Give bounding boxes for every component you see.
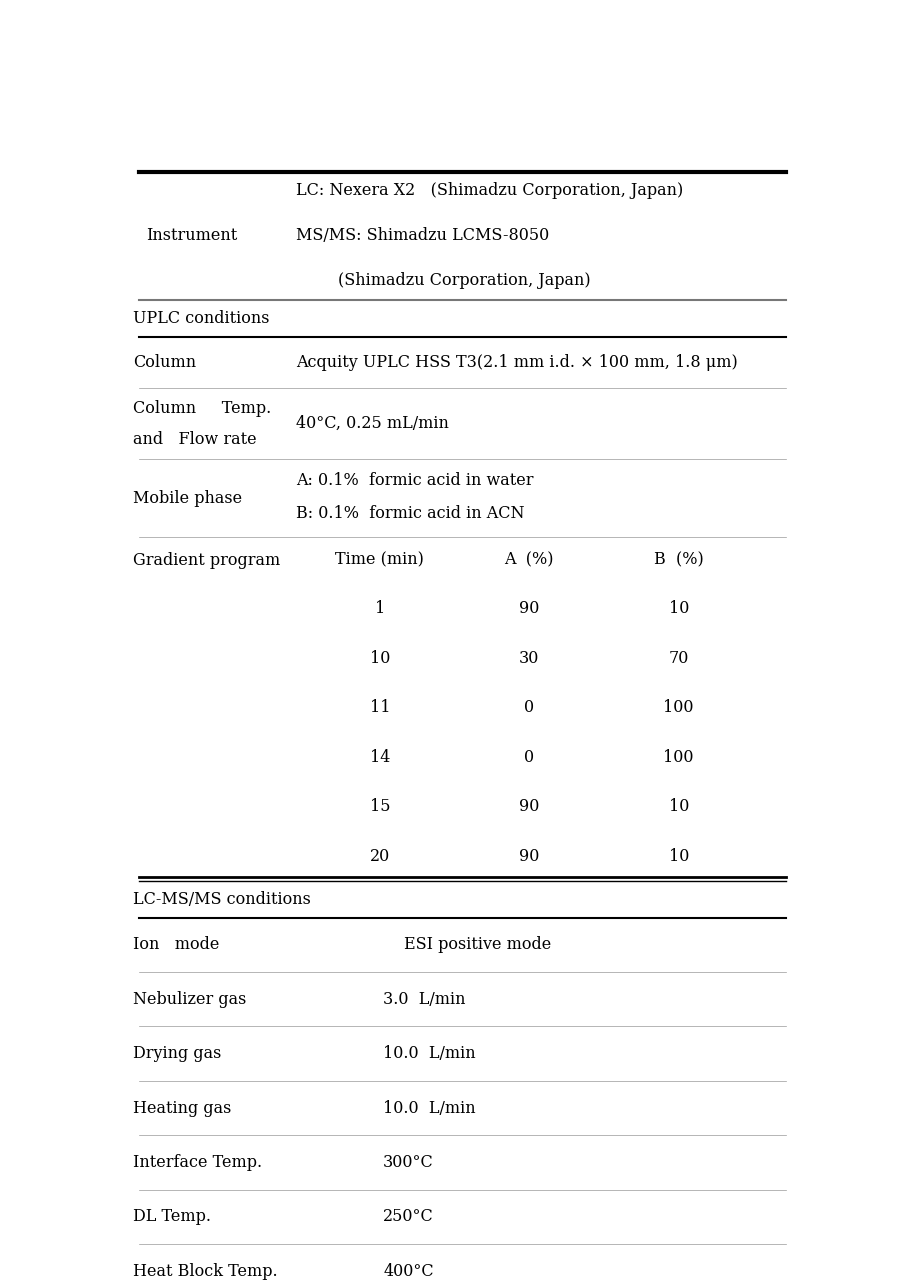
Text: Nebulizer gas: Nebulizer gas: [133, 991, 247, 1007]
Text: A: 0.1%  formic acid in water: A: 0.1% formic acid in water: [296, 472, 534, 488]
Text: MS/MS: Shimadzu LCMS-8050: MS/MS: Shimadzu LCMS-8050: [296, 227, 550, 244]
Text: 40°C, 0.25 mL/min: 40°C, 0.25 mL/min: [296, 415, 449, 432]
Text: (Shimadzu Corporation, Japan): (Shimadzu Corporation, Japan): [338, 272, 591, 289]
Text: 10: 10: [370, 650, 390, 667]
Text: Instrument: Instrument: [146, 227, 238, 244]
Text: 0: 0: [524, 699, 535, 716]
Text: UPLC conditions: UPLC conditions: [133, 310, 269, 326]
Text: 20: 20: [370, 848, 390, 865]
Text: Gradient program: Gradient program: [133, 551, 280, 569]
Text: 11: 11: [370, 699, 390, 716]
Text: 14: 14: [370, 749, 390, 766]
Text: 400°C: 400°C: [383, 1263, 434, 1280]
Text: 10.0  L/min: 10.0 L/min: [383, 1100, 476, 1117]
Text: LC-MS/MS conditions: LC-MS/MS conditions: [133, 891, 311, 907]
Text: 10: 10: [668, 600, 689, 617]
Text: 0: 0: [524, 749, 535, 766]
Text: 100: 100: [664, 749, 694, 766]
Text: and   Flow rate: and Flow rate: [133, 430, 257, 448]
Text: 300°C: 300°C: [383, 1154, 434, 1171]
Text: Mobile phase: Mobile phase: [133, 490, 242, 506]
Text: B  (%): B (%): [654, 551, 703, 569]
Text: Drying gas: Drying gas: [133, 1045, 222, 1063]
Text: Column     Temp.: Column Temp.: [133, 400, 271, 416]
Text: Column: Column: [133, 353, 196, 371]
Text: ESI positive mode: ESI positive mode: [404, 937, 552, 953]
Text: B: 0.1%  formic acid in ACN: B: 0.1% formic acid in ACN: [296, 505, 525, 522]
Text: LC: Nexera X2   (Shimadzu Corporation, Japan): LC: Nexera X2 (Shimadzu Corporation, Jap…: [296, 182, 684, 199]
Text: 10.0  L/min: 10.0 L/min: [383, 1045, 476, 1063]
Text: DL Temp.: DL Temp.: [133, 1208, 211, 1226]
Text: 15: 15: [370, 798, 390, 815]
Text: Heating gas: Heating gas: [133, 1100, 231, 1117]
Text: 90: 90: [519, 798, 539, 815]
Text: Interface Temp.: Interface Temp.: [133, 1154, 262, 1171]
Text: 3.0  L/min: 3.0 L/min: [383, 991, 466, 1007]
Text: 10: 10: [668, 798, 689, 815]
Text: 1: 1: [375, 600, 385, 617]
Text: 70: 70: [668, 650, 689, 667]
Text: Heat Block Temp.: Heat Block Temp.: [133, 1263, 277, 1280]
Text: 250°C: 250°C: [383, 1208, 434, 1226]
Text: A  (%): A (%): [504, 551, 554, 569]
Text: Acquity UPLC HSS T3(2.1 mm i.d. × 100 mm, 1.8 μm): Acquity UPLC HSS T3(2.1 mm i.d. × 100 mm…: [296, 353, 738, 371]
Text: Ion   mode: Ion mode: [133, 937, 220, 953]
Text: Time (min): Time (min): [335, 551, 424, 569]
Text: 30: 30: [519, 650, 539, 667]
Text: 90: 90: [519, 848, 539, 865]
Text: 10: 10: [668, 848, 689, 865]
Text: 100: 100: [664, 699, 694, 716]
Text: 90: 90: [519, 600, 539, 617]
